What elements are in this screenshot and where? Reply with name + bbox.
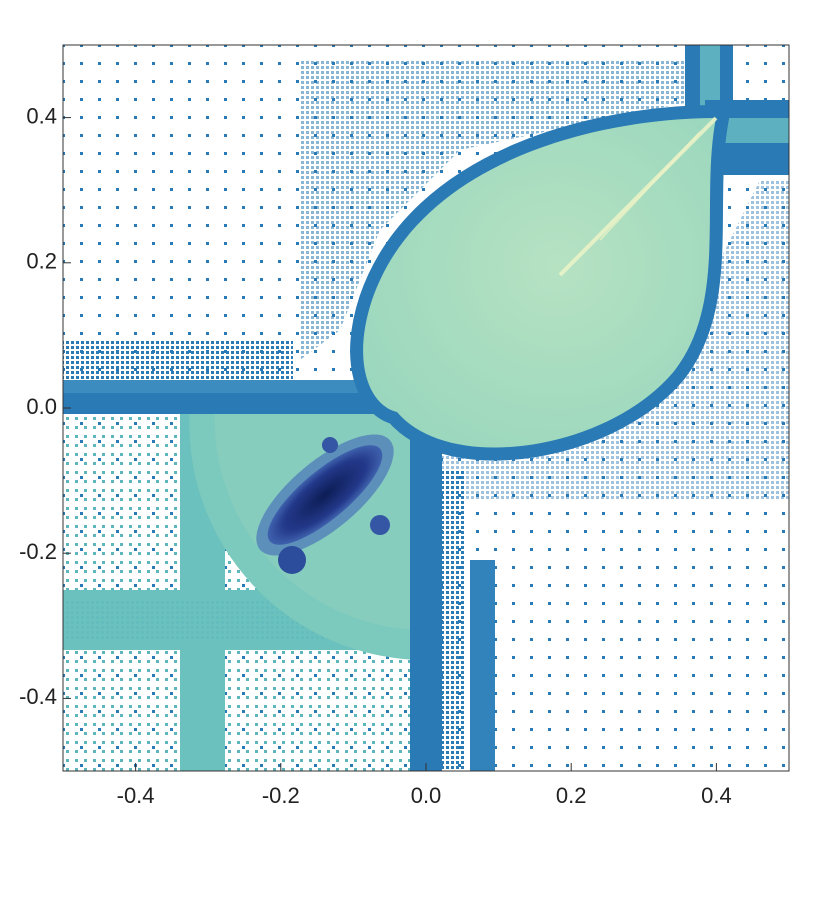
x-tick-label: 0.2 [556, 783, 587, 808]
field-image [63, 45, 789, 771]
y-tick-label: 0.0 [26, 394, 57, 419]
y-tick-label: -0.2 [19, 539, 57, 564]
x-tick-label: 0.0 [411, 783, 442, 808]
y-tick-label: -0.4 [19, 684, 57, 709]
x-tick-label: -0.2 [262, 783, 300, 808]
x-tick-label: 0.4 [701, 783, 732, 808]
x-tick-label: -0.4 [117, 783, 155, 808]
y-tick-label: 0.2 [26, 249, 57, 274]
y-tick-label: 0.4 [26, 103, 57, 128]
